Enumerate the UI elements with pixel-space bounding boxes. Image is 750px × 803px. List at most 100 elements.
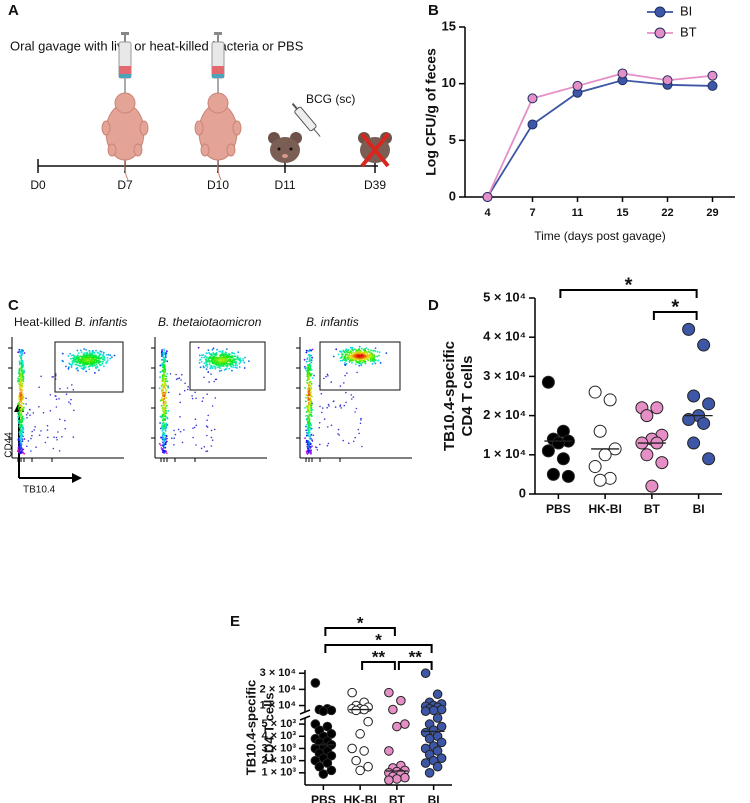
flow-title: B. thetaiotaomicron: [158, 315, 262, 329]
flow-event: [88, 360, 91, 362]
flow-event: [321, 407, 324, 409]
flow-event: [62, 360, 64, 363]
flow-event: [19, 405, 22, 407]
flow-event: [32, 412, 35, 414]
flow-event: [373, 356, 376, 358]
syringe-icon: [118, 32, 132, 96]
panel-label: A: [8, 2, 19, 19]
flow-event: [310, 451, 312, 454]
flow-event: [232, 359, 235, 361]
flow-event: [72, 359, 75, 362]
flow-event: [376, 350, 379, 353]
flow-event: [205, 361, 208, 363]
flow-event: [307, 377, 309, 380]
flow-event: [354, 436, 357, 439]
series-marker: [707, 80, 718, 91]
flow-event: [309, 447, 312, 449]
flow-event: [358, 345, 361, 348]
flow-event: [308, 417, 310, 420]
flow-event: [195, 444, 197, 446]
flow-event: [351, 362, 353, 364]
flow-event: [323, 377, 325, 380]
flow-event: [343, 359, 346, 362]
flow-event: [238, 366, 241, 368]
y-tick-label: 3 × 10⁴: [483, 368, 526, 383]
flow-event: [160, 444, 162, 447]
flow-event: [21, 415, 24, 418]
flow-event: [214, 360, 217, 363]
flow-event: [22, 426, 24, 429]
flow-event: [244, 356, 246, 359]
flow-event: [226, 365, 229, 368]
flow-event: [19, 376, 22, 379]
flow-event: [30, 437, 32, 440]
flow-event: [311, 445, 313, 447]
flow-event: [162, 351, 164, 354]
significance-label: *: [671, 296, 679, 318]
flow-event: [166, 437, 168, 440]
flow-event: [17, 415, 20, 418]
flow-event: [164, 434, 166, 437]
flow-event: [163, 377, 166, 380]
flow-event: [220, 369, 223, 372]
flow-event: [166, 372, 169, 375]
flow-event: [21, 399, 24, 401]
flow-event: [165, 404, 168, 407]
flow-event: [373, 354, 376, 357]
flow-event: [229, 358, 232, 361]
flow-event: [92, 362, 95, 365]
flow-event: [307, 450, 309, 453]
flow-event: [101, 360, 104, 363]
flow-event: [17, 447, 20, 449]
flow-event: [238, 362, 241, 365]
flow-event: [161, 353, 164, 356]
flow-event: [85, 370, 88, 373]
flow-event: [343, 404, 346, 407]
flow-event: [337, 433, 339, 435]
flow-event: [17, 439, 20, 441]
axis-arrow-head: [72, 473, 82, 483]
flow-event: [306, 369, 308, 372]
flow-event: [307, 451, 310, 454]
flow-event: [304, 400, 307, 403]
flow-event: [309, 429, 312, 431]
flow-event: [97, 361, 99, 364]
timeline-day: D11: [274, 178, 295, 192]
flow-event: [85, 348, 87, 351]
flow-event: [19, 419, 22, 422]
flow-event: [20, 445, 23, 448]
mouse-icon: [358, 132, 392, 168]
flow-event: [102, 351, 105, 354]
flow-event: [162, 380, 164, 383]
flow-event: [91, 365, 94, 368]
flow-event: [42, 412, 45, 414]
flow-event: [166, 350, 168, 353]
flow-event: [20, 443, 23, 445]
flow-event: [313, 374, 315, 377]
flow-event: [103, 359, 106, 361]
data-point: [697, 338, 711, 352]
flow-event: [87, 356, 90, 358]
flow-event: [235, 358, 237, 361]
flow-event: [18, 370, 21, 372]
flow-event: [373, 349, 375, 352]
flow-event: [164, 380, 167, 382]
flow-event: [203, 366, 205, 369]
data-point: [347, 743, 357, 754]
flow-event: [305, 360, 308, 363]
flow-event: [162, 389, 164, 392]
flow-event: [327, 375, 329, 377]
data-point: [593, 473, 607, 487]
flow-event: [310, 427, 313, 430]
flow-event: [20, 406, 23, 409]
flow-event: [76, 361, 78, 363]
flow-event: [169, 373, 172, 375]
flow-event: [80, 351, 83, 354]
flow-event: [177, 377, 179, 380]
data-point: [650, 401, 664, 415]
flow-event: [307, 354, 310, 356]
flow-event: [177, 428, 180, 431]
flow-event: [361, 361, 364, 364]
panel-label: E: [230, 613, 240, 630]
flow-event: [164, 394, 167, 397]
